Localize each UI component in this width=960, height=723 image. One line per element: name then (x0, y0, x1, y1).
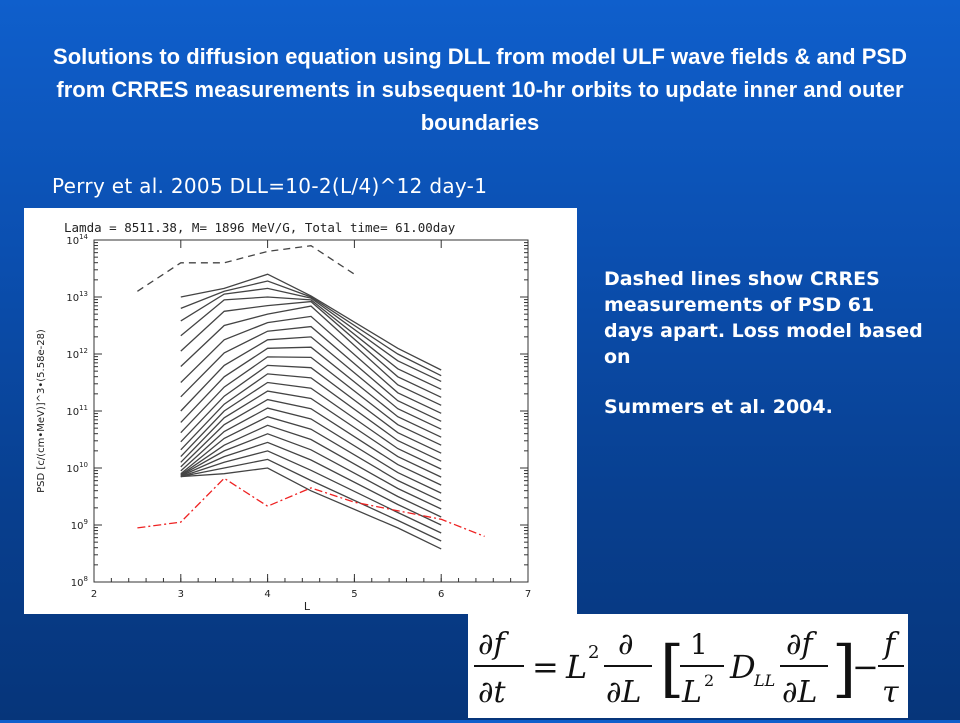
y-tick-label: 1012 (66, 347, 88, 361)
x-axis-label: L (304, 600, 311, 613)
crres-dashed-curve (137, 245, 355, 292)
slide-subtitle: Perry et al. 2005 DLL=10-2(L/4)^12 day-1 (52, 174, 488, 198)
solution-curve (180, 273, 442, 371)
solution-curve (180, 441, 442, 526)
eq-d: ∂ (618, 627, 634, 662)
solution-curve (180, 305, 442, 406)
y-axis-label: PSD [c/(cm•MeV)]^3•(5.58e-28) (36, 329, 47, 493)
solution-curve (180, 416, 442, 502)
eq-LL-sub: LL (753, 671, 775, 690)
solution-curve (180, 336, 442, 430)
eq-bracket-left: [ (660, 632, 684, 705)
solution-curve (180, 296, 442, 390)
solution-curve (180, 300, 442, 398)
solution-curve (180, 381, 442, 470)
solution-curve (180, 364, 442, 454)
eq-tau: τ (882, 675, 899, 710)
eq-dL-2: ∂L (782, 675, 817, 710)
annotation-note: Dashed lines show CRRES measurements of … (604, 266, 924, 420)
psd-chart: Lamda = 8511.38, M= 1896 MeV/G, Total ti… (36, 220, 531, 613)
solution-curve (180, 373, 442, 462)
diffusion-equation: ∂f ∂t = L 2 ∂ ∂L [ 1 L 2 D LL ∂f ∂L ] − … (468, 614, 908, 718)
x-tick-label: 6 (438, 589, 444, 600)
x-tick-label: 2 (91, 589, 97, 600)
eq-L-sq: 2 (588, 642, 599, 663)
solution-curve (180, 450, 442, 534)
solution-curve (180, 390, 442, 478)
y-tick-label: 1014 (66, 233, 88, 247)
solution-curve (180, 467, 442, 550)
eq-dt: ∂t (478, 675, 507, 710)
solution-curve (180, 280, 442, 377)
note-line-1: Dashed lines show CRRES measurements of … (604, 268, 923, 368)
crres-dashdot-curve (137, 477, 485, 538)
eq-minus: − (852, 648, 879, 686)
x-tick-label: 5 (351, 589, 357, 600)
eq-L: L (565, 648, 587, 686)
solution-curve (180, 287, 442, 382)
y-tick-label: 1010 (66, 461, 88, 475)
y-tick-label: 108 (71, 575, 88, 589)
eq-df-2: ∂f (786, 627, 818, 662)
chart-title: Lamda = 8511.38, M= 1896 MeV/G, Total ti… (64, 220, 456, 235)
x-tick-label: 4 (264, 589, 270, 600)
x-tick-label: 7 (525, 589, 531, 600)
solution-curve (180, 424, 442, 510)
plot-frame (93, 239, 529, 583)
y-tick-label: 109 (71, 518, 88, 532)
solution-curve (180, 325, 442, 422)
x-tick-label: 3 (178, 589, 184, 600)
solution-curve (180, 356, 442, 446)
eq-L-denom: L (681, 675, 702, 710)
solution-curve (180, 458, 442, 542)
eq-df: ∂f (478, 627, 510, 662)
y-tick-label: 1013 (66, 290, 88, 304)
eq-one: 1 (690, 628, 708, 661)
psd-plot-panel: Lamda = 8511.38, M= 1896 MeV/G, Total ti… (24, 208, 577, 614)
y-tick-label: 1011 (66, 404, 88, 418)
eq-f: f (882, 627, 900, 662)
solution-curve (180, 407, 442, 494)
slide-title: Solutions to diffusion equation using DL… (53, 44, 907, 135)
solution-curve (180, 346, 442, 438)
solution-curve (180, 433, 442, 518)
eq-bracket-right: ] (832, 632, 856, 705)
eq-D: D (729, 648, 756, 686)
note-line-2: Summers et al. 2004. (604, 396, 833, 418)
solution-curve (180, 398, 442, 486)
solution-curve (180, 315, 442, 414)
eq-dL-1: ∂L (606, 675, 641, 710)
eq-L-denom-sq: 2 (704, 671, 714, 690)
eq-equals: = (532, 648, 559, 686)
